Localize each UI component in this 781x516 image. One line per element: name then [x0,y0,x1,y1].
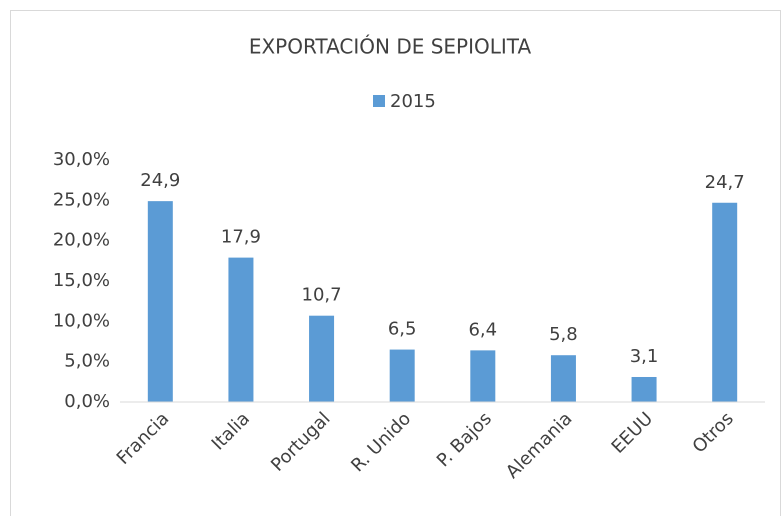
data-label: 10,7 [302,285,342,306]
legend-swatch [373,95,385,107]
bar [550,355,576,402]
bar [631,376,657,402]
data-label: 6,4 [468,319,497,340]
y-tick-label: 30,0% [53,149,110,170]
y-tick-label: 10,0% [53,310,110,331]
data-label: 24,7 [705,172,745,193]
chart-title: EXPORTACIÓN DE SEPIOLITA [249,35,532,59]
y-tick-label: 15,0% [53,270,110,291]
y-tick-label: 0,0% [64,391,110,412]
data-label: 24,9 [140,170,180,191]
bar [228,257,254,402]
y-tick-label: 25,0% [53,189,110,210]
bar [470,350,496,402]
legend-label: 2015 [390,91,436,112]
data-label: 5,8 [549,324,578,345]
bar [389,349,415,402]
chart-border [10,10,781,516]
bar [309,315,335,402]
data-label: 17,9 [221,227,261,248]
data-label: 3,1 [630,346,659,367]
y-tick-label: 20,0% [53,230,110,251]
data-label: 6,5 [388,319,417,340]
bar [147,201,173,402]
y-tick-label: 5,0% [64,351,110,372]
bar [712,202,738,402]
